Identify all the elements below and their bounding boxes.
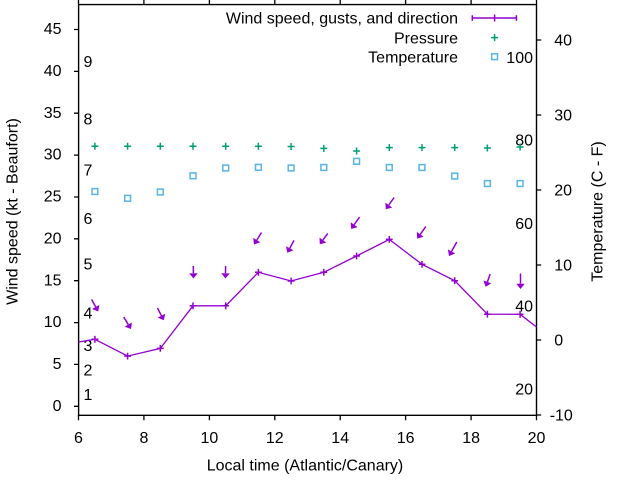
svg-text:5: 5 <box>84 257 93 274</box>
svg-text:Wind speed (kt - Beaufort): Wind speed (kt - Beaufort) <box>5 118 22 305</box>
svg-text:30: 30 <box>554 108 572 125</box>
svg-text:6: 6 <box>74 430 83 447</box>
svg-text:25: 25 <box>44 189 62 206</box>
svg-text:15: 15 <box>44 272 62 289</box>
svg-text:60: 60 <box>515 216 533 233</box>
svg-text:2: 2 <box>84 363 93 380</box>
svg-text:20: 20 <box>515 381 533 398</box>
svg-text:1: 1 <box>84 387 93 404</box>
svg-text:14: 14 <box>331 430 349 447</box>
svg-text:Wind speed, gusts, and directi: Wind speed, gusts, and direction <box>226 11 458 28</box>
svg-text:Temperature: Temperature <box>368 50 458 67</box>
svg-text:10: 10 <box>201 430 219 447</box>
svg-text:20: 20 <box>528 430 546 447</box>
svg-text:35: 35 <box>44 105 62 122</box>
svg-text:12: 12 <box>266 430 284 447</box>
svg-text:16: 16 <box>397 430 415 447</box>
svg-text:9: 9 <box>84 54 93 71</box>
svg-text:40: 40 <box>515 298 533 315</box>
svg-text:20: 20 <box>554 183 572 200</box>
svg-text:40: 40 <box>554 33 572 50</box>
svg-text:10: 10 <box>44 314 62 331</box>
svg-text:0: 0 <box>554 333 563 350</box>
svg-text:40: 40 <box>44 63 62 80</box>
svg-text:8: 8 <box>139 430 148 447</box>
svg-text:Pressure: Pressure <box>394 30 458 47</box>
svg-text:Temperature (C - F): Temperature (C - F) <box>590 141 607 281</box>
svg-text:0: 0 <box>53 398 62 415</box>
svg-text:3: 3 <box>84 338 93 355</box>
svg-text:20: 20 <box>44 230 62 247</box>
svg-text:4: 4 <box>84 305 93 322</box>
svg-text:Local time (Atlantic/Canary): Local time (Atlantic/Canary) <box>207 458 404 475</box>
svg-text:5: 5 <box>53 356 62 373</box>
svg-text:8: 8 <box>84 111 93 128</box>
svg-text:-10: -10 <box>550 408 573 425</box>
svg-text:10: 10 <box>554 258 572 275</box>
svg-text:7: 7 <box>84 163 93 180</box>
svg-text:45: 45 <box>44 21 62 38</box>
svg-text:30: 30 <box>44 147 62 164</box>
svg-text:6: 6 <box>84 211 93 228</box>
svg-text:100: 100 <box>506 50 533 67</box>
svg-text:18: 18 <box>462 430 480 447</box>
